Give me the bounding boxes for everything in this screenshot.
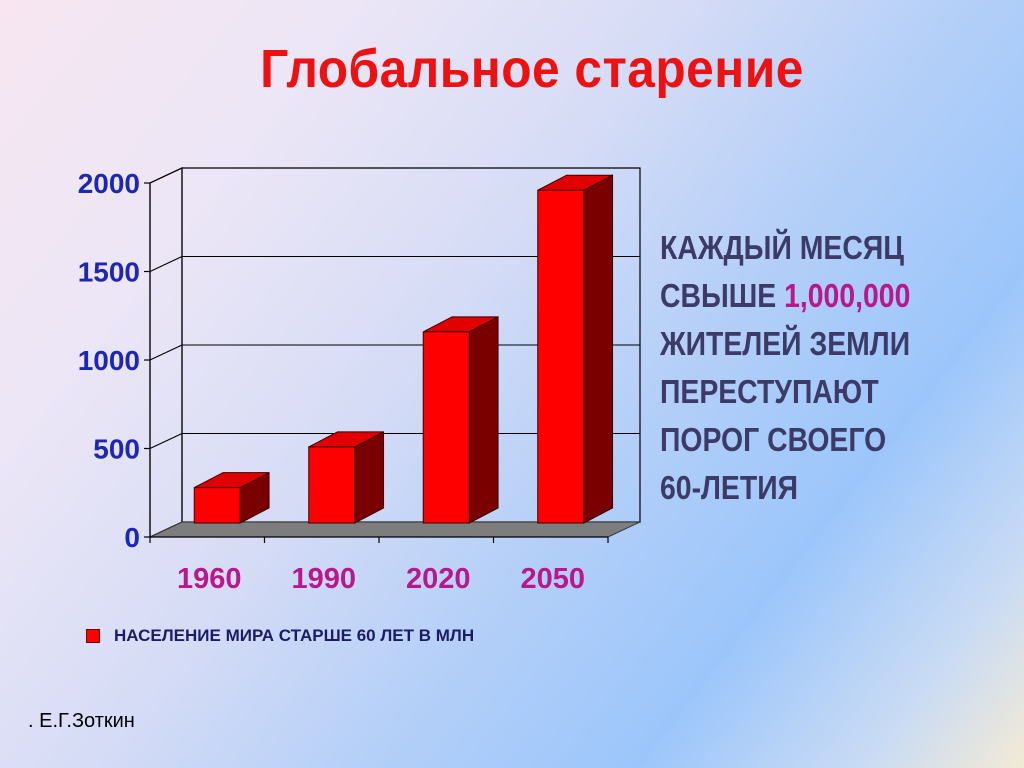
bars <box>193 174 614 524</box>
chart-legend: НАСЕЛЕНИЕ МИРА СТАРШЕ 60 ЛЕТ В МЛН <box>86 626 474 646</box>
y-ticks: 0 500 1000 1500 2000 <box>78 168 150 553</box>
bar-1960 <box>193 471 270 524</box>
gridline-side <box>149 433 183 449</box>
note-line-2: СВЫШЕ 1,000,000 <box>660 272 944 320</box>
slide-title: Глобальное старение <box>260 39 804 99</box>
author-credit: . Е.Г.Зоткин <box>28 710 135 732</box>
x-tick-label: 1960 <box>177 563 242 595</box>
bar-front <box>308 446 356 524</box>
gridline-side <box>149 344 183 361</box>
note-line-2-prefix: СВЫШЕ <box>660 277 785 314</box>
note-number: 1,000,000 <box>784 277 911 314</box>
bar-front <box>193 487 241 524</box>
gridline-side <box>149 167 183 184</box>
x-ticks: 1960 1990 2020 2050 <box>149 537 609 595</box>
bar-2020 <box>422 316 499 524</box>
note-line-4: ПЕРЕСТУПАЮТ <box>660 373 879 410</box>
note-line-3: ЖИТЕЛЕЙ ЗЕМЛИ <box>660 325 911 362</box>
y-tick-label: 1000 <box>78 345 140 376</box>
y-tick-label: 0 <box>124 522 140 553</box>
gridline-side <box>149 256 183 272</box>
note-line-1: КАЖДЫЙ МЕСЯЦ <box>660 229 904 266</box>
y-tick-label: 1500 <box>78 257 140 288</box>
legend-swatch <box>86 629 100 643</box>
info-note: КАЖДЫЙ МЕСЯЦ СВЫШЕ 1,000,000 ЖИТЕЛЕЙ ЗЕМ… <box>660 224 944 512</box>
bar-side <box>468 316 499 524</box>
y-tick-label: 500 <box>93 434 140 465</box>
bar-front <box>422 331 470 524</box>
bar-1990 <box>308 431 385 524</box>
chart-floor <box>149 521 641 538</box>
bar-front <box>537 189 585 524</box>
x-tick-label: 2050 <box>520 563 585 595</box>
note-line-5: ПОРОГ СВОЕГО <box>660 421 887 458</box>
y-tick-label: 2000 <box>78 168 140 199</box>
bar-side <box>354 431 385 524</box>
note-line-6: 60-ЛЕТИЯ <box>660 469 799 506</box>
x-tick-label: 2020 <box>406 563 471 595</box>
bar-side <box>583 174 614 524</box>
bar-2050 <box>537 174 614 524</box>
legend-label: НАСЕЛЕНИЕ МИРА СТАРШЕ 60 ЛЕТ В МЛН <box>114 626 475 645</box>
x-tick-label: 1990 <box>291 563 356 595</box>
